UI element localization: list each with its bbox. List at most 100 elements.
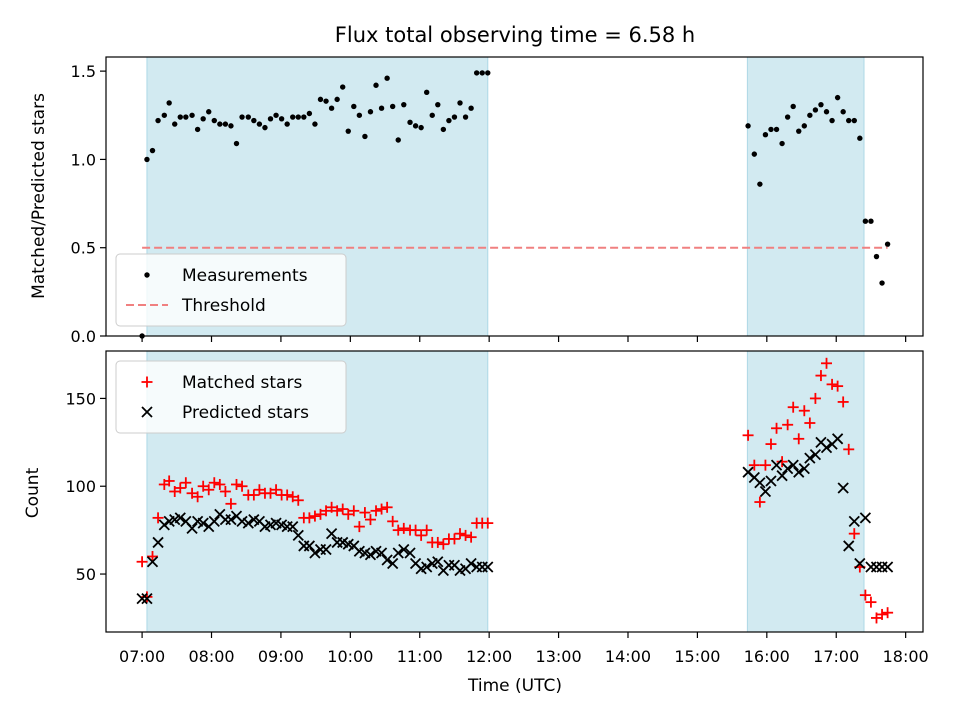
measurement-point bbox=[189, 112, 195, 118]
measurement-point bbox=[351, 103, 357, 110]
matched-star-point bbox=[174, 482, 186, 494]
measurement-point bbox=[200, 116, 206, 122]
predicted-star-point bbox=[236, 515, 248, 527]
x-tick-label: 12:00 bbox=[466, 647, 512, 666]
x-tick-label: 10:00 bbox=[327, 647, 373, 666]
measurement-point bbox=[862, 218, 869, 224]
measurement-point bbox=[373, 82, 379, 88]
matched-star-point bbox=[342, 508, 354, 520]
chart-title: Flux total observing time = 6.58 h bbox=[335, 23, 695, 47]
predicted-star-point bbox=[804, 452, 816, 464]
measurement-point bbox=[851, 117, 857, 124]
measurement-point bbox=[423, 89, 430, 96]
legend-entry-label: Threshold bbox=[181, 296, 266, 316]
matched-star-point bbox=[219, 486, 231, 497]
measurement-point bbox=[284, 121, 290, 127]
measurement-point bbox=[228, 123, 234, 129]
matched-star-point bbox=[809, 392, 821, 404]
matched-star-point bbox=[225, 498, 237, 510]
matched-star-point bbox=[432, 536, 444, 548]
measurement-point bbox=[773, 126, 780, 133]
predicted-star-point bbox=[881, 561, 894, 573]
measurement-point bbox=[161, 112, 168, 118]
matched-star-point bbox=[465, 531, 477, 543]
observing-window-1 bbox=[746, 56, 865, 337]
measurement-point bbox=[256, 121, 263, 127]
measurement-point bbox=[194, 126, 201, 133]
matched-star-point bbox=[163, 475, 175, 487]
measurement-point bbox=[485, 70, 491, 76]
matched-star-point bbox=[169, 486, 181, 497]
matched-star-point bbox=[287, 491, 299, 503]
measurement-point bbox=[340, 84, 346, 90]
predicted-star-point bbox=[158, 519, 170, 531]
measurement-point bbox=[812, 107, 819, 113]
y-tick-label: 0.0 bbox=[71, 327, 96, 346]
matched-star-point bbox=[392, 524, 404, 536]
matched-star-point bbox=[843, 443, 855, 455]
matched-star-point bbox=[876, 608, 888, 620]
legend-plus-swatch bbox=[141, 376, 153, 388]
predicted-star-point bbox=[404, 547, 416, 559]
matched-star-point bbox=[387, 515, 399, 527]
measurement-point bbox=[301, 114, 307, 120]
predicted-star-point bbox=[770, 459, 783, 471]
matched-star-point bbox=[203, 484, 215, 496]
predicted-star-point bbox=[870, 561, 883, 573]
measurement-point bbox=[328, 105, 335, 111]
count-y-axis-label: Count bbox=[23, 467, 43, 518]
measurement-point bbox=[384, 75, 390, 81]
measurement-point bbox=[233, 140, 240, 147]
measurement-point bbox=[362, 133, 368, 140]
matched-star-point bbox=[848, 528, 860, 540]
matched-star-point bbox=[742, 429, 754, 441]
measurement-point bbox=[440, 126, 447, 133]
y-tick-label: 100 bbox=[65, 477, 96, 496]
measurement-point bbox=[796, 128, 802, 134]
matched-star-point bbox=[197, 480, 209, 492]
x-axis-label: Time (UTC) bbox=[467, 676, 562, 696]
predicted-star-point bbox=[208, 515, 220, 527]
measurement-point bbox=[306, 110, 313, 117]
measurement-point bbox=[239, 114, 245, 120]
measurement-point bbox=[356, 112, 363, 118]
x-tick-label: 14:00 bbox=[605, 647, 651, 666]
legend-entry-label: Matched stars bbox=[182, 373, 302, 393]
matched-star-point bbox=[804, 417, 816, 429]
measurement-point bbox=[468, 105, 474, 111]
matched-star-point bbox=[281, 489, 293, 501]
predicted-star-point bbox=[141, 592, 153, 605]
y-tick-label: 0.5 bbox=[71, 239, 96, 258]
predicted-star-point bbox=[432, 556, 444, 568]
matched-star-point bbox=[152, 512, 164, 524]
measurement-point bbox=[144, 156, 150, 163]
predicted-star-point bbox=[831, 433, 844, 445]
predicted-star-point bbox=[174, 512, 186, 524]
measurement-point bbox=[222, 121, 229, 127]
measurement-point bbox=[323, 98, 329, 104]
measurement-point bbox=[290, 114, 296, 120]
predicted-star-point bbox=[754, 477, 766, 489]
measurement-point bbox=[473, 70, 480, 76]
x-tick-label: 07:00 bbox=[119, 647, 165, 666]
measurement-point bbox=[462, 114, 469, 120]
measurement-point bbox=[818, 101, 824, 108]
predicted-star-point bbox=[859, 512, 872, 524]
measurement-point bbox=[389, 103, 396, 110]
measurement-point bbox=[801, 123, 808, 129]
matched-star-point bbox=[147, 550, 159, 562]
measurement-point bbox=[378, 105, 385, 111]
count-panel-frame bbox=[105, 350, 924, 633]
predicted-star-point bbox=[146, 556, 159, 568]
measurement-point bbox=[784, 114, 791, 120]
matched-star-point bbox=[759, 459, 771, 471]
predicted-star-point bbox=[225, 513, 237, 526]
matched-star-point bbox=[765, 438, 777, 450]
matched-star-point bbox=[314, 508, 326, 520]
measurement-point bbox=[317, 96, 324, 103]
measurement-point bbox=[183, 114, 189, 120]
matched-star-point bbox=[381, 501, 393, 513]
measurement-point bbox=[312, 121, 318, 127]
measurement-point bbox=[757, 181, 763, 187]
measurement-point bbox=[217, 121, 223, 127]
